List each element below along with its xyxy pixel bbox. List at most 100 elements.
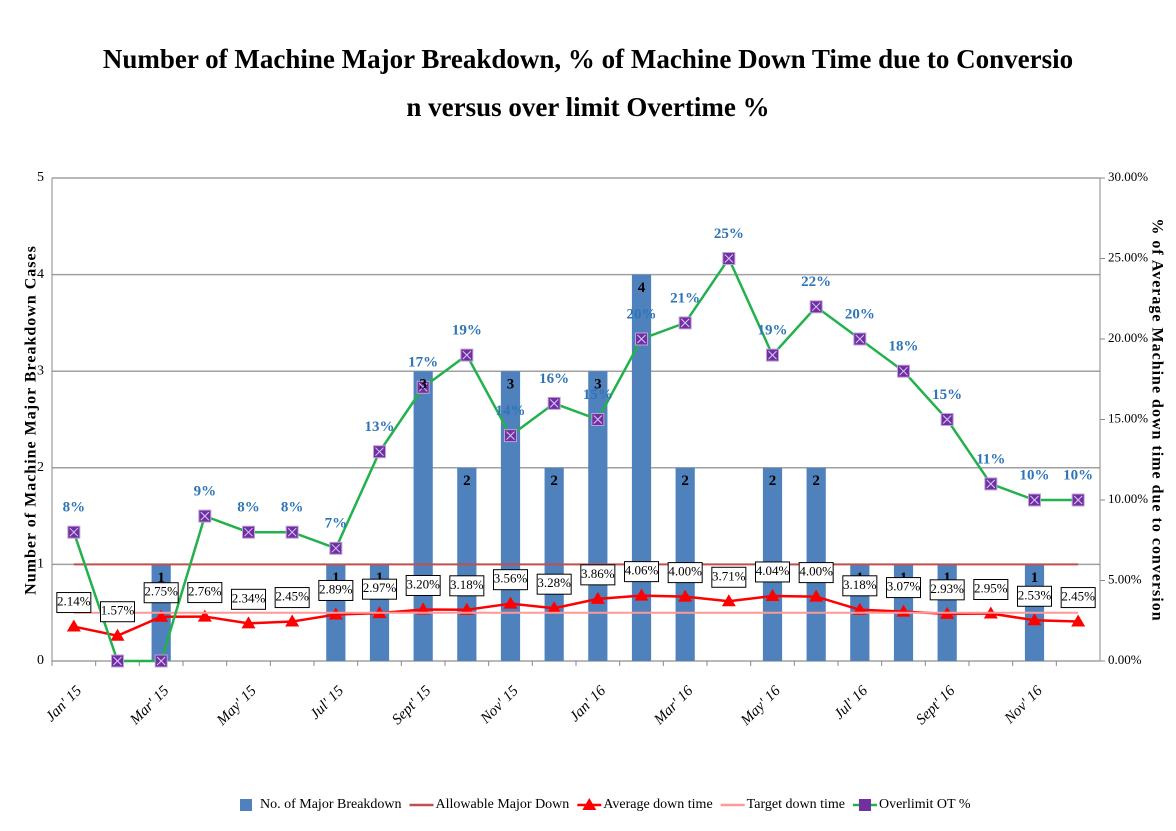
marker-cross xyxy=(462,350,472,360)
marker-cross xyxy=(69,527,79,537)
data-label-box xyxy=(580,564,616,586)
y2-tick-label: 30.00% xyxy=(1108,169,1148,184)
y-tick-label: 1 xyxy=(37,557,44,572)
data-label-box xyxy=(1060,587,1096,609)
marker-cross xyxy=(549,399,559,408)
data-label: 21% xyxy=(670,290,700,306)
bar-label: 1 xyxy=(332,570,340,586)
data-label: 3.28% xyxy=(537,575,571,590)
data-label: 3.71% xyxy=(712,568,746,583)
legend-marker xyxy=(582,798,597,810)
data-label-box xyxy=(318,579,354,601)
bar-label: 3 xyxy=(419,377,427,393)
y2-tick-label: 25.00% xyxy=(1108,249,1148,264)
marker-cross xyxy=(724,254,734,263)
data-label-box xyxy=(1017,585,1052,607)
legend-label: Overlimit OT % xyxy=(879,797,971,812)
data-label-box xyxy=(624,561,659,583)
data-label: 9% xyxy=(194,484,217,500)
marker xyxy=(503,596,518,609)
data-label: 3.86% xyxy=(581,566,615,581)
marker xyxy=(241,616,256,629)
data-label: 3.07% xyxy=(887,579,921,594)
data-label-box xyxy=(187,582,223,604)
bar-label: 1 xyxy=(157,570,165,586)
data-label: 2.89% xyxy=(319,581,353,596)
data-label-box xyxy=(755,561,790,583)
data-label: 3.56% xyxy=(494,571,528,586)
y-tick-label: 0 xyxy=(37,653,44,668)
marker-cross xyxy=(680,318,690,328)
y2-tick-label: 5.00% xyxy=(1108,571,1142,586)
data-label-box xyxy=(973,579,1009,601)
marker-cross xyxy=(593,415,603,424)
data-label-box xyxy=(449,575,485,597)
bar-label: 1 xyxy=(376,570,384,586)
data-label: 2.95% xyxy=(974,580,1008,595)
data-label-box xyxy=(929,579,965,601)
bar-label: 3 xyxy=(594,377,602,393)
marker-cross xyxy=(331,543,341,553)
marker xyxy=(1027,613,1042,626)
data-label-box xyxy=(405,574,441,596)
marker-cross xyxy=(244,527,253,537)
marker xyxy=(809,589,824,602)
data-label: 8% xyxy=(63,500,86,516)
bar-label: 2 xyxy=(550,473,558,489)
marker xyxy=(110,628,125,641)
data-label-box xyxy=(143,582,179,604)
marker xyxy=(721,594,736,607)
bar xyxy=(588,371,608,661)
data-label: 14% xyxy=(496,403,526,419)
bar-label: 3 xyxy=(507,377,515,393)
marker xyxy=(416,602,431,615)
data-label-box xyxy=(711,566,747,588)
data-label-box xyxy=(536,573,572,595)
marker-cross xyxy=(375,447,384,457)
marker-cross xyxy=(506,431,515,440)
data-label: 3.18% xyxy=(843,577,877,592)
y-tick-label: 3 xyxy=(37,363,44,378)
marker-cross xyxy=(156,656,166,666)
bar-label: 1 xyxy=(943,570,951,586)
y-tick-label: 5 xyxy=(37,170,44,185)
marker xyxy=(547,601,562,614)
data-label: 4.04% xyxy=(756,563,790,578)
data-label: 2.75% xyxy=(144,584,178,599)
data-label-box xyxy=(274,587,310,609)
data-label: 20% xyxy=(627,306,657,322)
data-label: 13% xyxy=(365,419,395,435)
data-label: 16% xyxy=(539,371,569,387)
data-label: 3.18% xyxy=(450,577,484,592)
data-label: 15% xyxy=(932,387,962,403)
legend-marker xyxy=(858,799,871,811)
data-label: 2.14% xyxy=(57,594,91,609)
line-series xyxy=(72,255,1079,663)
data-label: 10% xyxy=(1063,467,1093,483)
data-label: 19% xyxy=(452,323,482,339)
data-label-box xyxy=(493,569,528,591)
data-label: 2.45% xyxy=(1061,589,1095,604)
bar xyxy=(413,371,433,661)
data-label: 2.34% xyxy=(232,590,266,605)
data-label: 2.45% xyxy=(275,589,309,604)
data-label: 20% xyxy=(845,306,875,322)
data-label-box xyxy=(100,601,135,623)
marker-cross xyxy=(986,479,996,489)
data-label: 2.76% xyxy=(188,584,222,599)
marker-cross xyxy=(113,656,122,666)
data-label-box xyxy=(231,588,266,610)
y-tick-label: 2 xyxy=(37,460,44,475)
data-label: 11% xyxy=(976,451,1005,467)
marker xyxy=(590,591,605,604)
y2-axis-title: % of Average Machine down time due to co… xyxy=(1148,218,1165,621)
marker xyxy=(634,588,649,601)
legend-swatch xyxy=(240,799,252,811)
data-label-box xyxy=(798,562,834,584)
marker-cross xyxy=(637,334,646,344)
marker-cross xyxy=(899,366,908,376)
marker xyxy=(197,609,212,622)
marker-cross xyxy=(418,382,428,392)
marker xyxy=(1071,614,1086,627)
